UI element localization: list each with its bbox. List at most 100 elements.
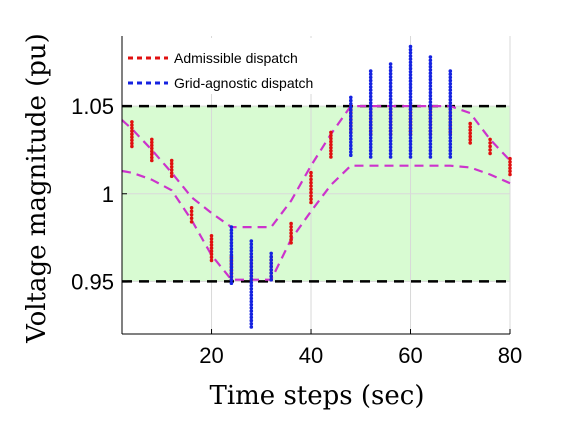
point-s1-5-29	[388, 155, 393, 159]
point-s0-4-7	[209, 255, 214, 260]
point-s0-10-1	[329, 133, 333, 138]
point-s0-2-2	[169, 165, 174, 169]
point-s1-1-13	[249, 280, 254, 285]
point-s1-0-9	[229, 253, 234, 257]
point-s1-7-22	[428, 126, 433, 130]
point-s0-9-7	[309, 194, 313, 198]
point-s1-6-16	[408, 95, 413, 99]
point-s1-7-20	[428, 119, 433, 124]
point-s1-7-14	[428, 100, 433, 104]
point-s0-4-1	[209, 237, 214, 241]
x-tick-label-3: 80	[498, 343, 522, 368]
point-s1-3-2	[349, 102, 353, 106]
point-s1-1-1	[249, 242, 254, 247]
point-s1-7-31	[428, 155, 433, 159]
point-s0-9-2	[309, 177, 313, 182]
point-s1-5-25	[388, 142, 393, 146]
point-s1-4-17	[368, 123, 373, 127]
point-s1-1-17	[249, 293, 254, 298]
series-1	[229, 44, 453, 329]
point-s1-5-17	[388, 116, 393, 121]
point-s1-8-17	[448, 123, 453, 127]
point-s1-5-1	[388, 65, 393, 70]
point-s1-8-9	[448, 97, 453, 102]
point-s1-4-15	[368, 117, 373, 121]
point-s1-7-24	[428, 132, 433, 137]
point-s1-3-18	[349, 153, 353, 157]
point-s1-5-11	[388, 97, 393, 102]
point-s1-5-6	[388, 81, 393, 86]
point-s1-5-8	[388, 87, 393, 92]
x-tick-label-1: 40	[299, 343, 323, 368]
point-s1-0-13	[229, 265, 234, 270]
point-s1-1-22	[249, 309, 254, 313]
point-s1-7-21	[428, 122, 433, 127]
point-s0-1-1	[150, 140, 154, 145]
point-s1-1-4	[249, 252, 254, 256]
point-s1-0-18	[229, 281, 234, 286]
point-s1-5-24	[388, 139, 393, 143]
point-s1-7-18	[428, 113, 433, 117]
legend-label-0: Admissible dispatch	[174, 50, 298, 66]
point-s1-1-25	[249, 318, 254, 323]
point-s1-3-8	[349, 121, 353, 125]
point-s1-0-5	[229, 240, 234, 245]
point-s0-17-3	[468, 131, 473, 136]
point-s1-6-13	[408, 85, 413, 90]
point-s1-6-6	[408, 63, 413, 68]
point-s1-7-15	[428, 103, 433, 108]
point-s1-8-20	[448, 132, 453, 137]
point-s1-6-18	[408, 101, 413, 106]
point-s0-1-3	[150, 146, 154, 151]
point-s0-2-0	[169, 158, 174, 163]
point-s1-2-0	[269, 251, 274, 256]
point-s1-7-1	[428, 58, 433, 63]
point-s1-1-23	[249, 312, 254, 317]
point-s1-6-14	[408, 88, 413, 93]
point-s1-4-9	[368, 97, 373, 102]
point-s1-6-9	[408, 73, 413, 77]
point-s1-1-21	[249, 306, 254, 310]
point-s1-0-14	[229, 268, 234, 273]
point-s1-8-8	[448, 94, 453, 99]
x-tick-label-0: 20	[199, 343, 223, 368]
point-s0-1-7	[150, 158, 154, 163]
point-s1-4-10	[368, 101, 373, 105]
point-s1-5-2	[388, 68, 393, 73]
point-s1-8-1	[448, 72, 453, 76]
point-s1-8-6	[448, 88, 453, 92]
point-s1-7-17	[428, 110, 433, 114]
point-s1-1-7	[249, 261, 254, 266]
point-s1-8-16	[448, 120, 453, 124]
point-s1-6-25	[408, 123, 413, 128]
point-s1-6-20	[408, 107, 413, 112]
point-s1-8-0	[448, 69, 453, 73]
point-s1-0-10	[229, 256, 234, 261]
point-s1-6-35	[408, 155, 413, 159]
point-s1-1-3	[249, 248, 254, 253]
point-s1-8-4	[448, 82, 453, 86]
point-s0-10-5	[329, 146, 333, 150]
point-s1-4-24	[368, 145, 373, 150]
point-s0-4-6	[209, 252, 214, 256]
point-s1-6-21	[408, 111, 413, 115]
point-s1-6-11	[408, 79, 413, 83]
point-s1-3-3	[349, 105, 353, 109]
point-s1-8-24	[448, 145, 453, 150]
point-s0-9-9	[309, 200, 313, 205]
point-s1-3-12	[349, 134, 353, 138]
point-s1-4-11	[368, 104, 373, 108]
point-s1-7-5	[428, 71, 433, 75]
point-s1-1-19	[249, 299, 254, 304]
point-s1-5-5	[388, 78, 393, 82]
point-s1-6-5	[408, 60, 413, 65]
point-s1-3-0	[349, 95, 353, 100]
point-s1-3-13	[349, 137, 353, 141]
point-s0-0-6	[130, 138, 134, 143]
point-s1-6-27	[408, 129, 413, 134]
point-s1-5-23	[388, 135, 393, 140]
point-s1-5-26	[388, 145, 393, 150]
point-s1-7-27	[428, 142, 433, 146]
point-s1-4-5	[368, 85, 373, 89]
point-s0-19-2	[508, 163, 512, 167]
